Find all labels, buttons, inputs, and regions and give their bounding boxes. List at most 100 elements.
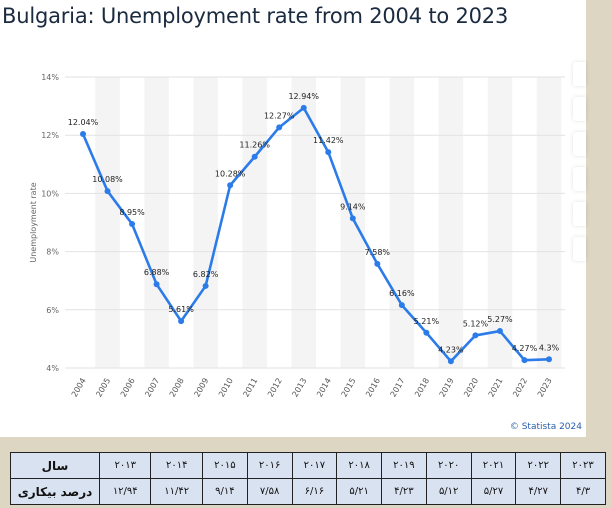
rate-cell: ۴/۲۳ [381,478,427,505]
column-band [193,77,218,368]
chart-card: Bulgaria: Unemployment rate from 2004 to… [0,0,586,437]
data-label: 4.3% [539,343,560,352]
side-tool-button[interactable] [573,62,586,86]
data-label: 10.28% [215,169,246,178]
y-tick-label: 10% [41,189,59,198]
table-row-rates: درصد بیکاری ۱۲/۹۴ ۱۱/۴۲ ۹/۱۴ ۷/۵۸ ۶/۱۶ ۵/۲۱ ۴/۲… [10,478,606,505]
data-label: 11.26% [239,141,270,150]
x-tick-label: 2006 [119,377,137,399]
data-point [202,282,209,289]
x-tick-label: 2012 [266,377,284,399]
y-tick-label: 4% [46,364,59,373]
x-tick-label: 2023 [536,377,554,399]
data-point [104,188,111,195]
year-cell: ۲۰۱۷ [291,452,338,479]
y-tick-label: 8% [46,248,59,257]
x-tick-label: 2022 [511,377,529,399]
rate-cell: ۵/۱۲ [425,478,472,505]
column-band [291,77,316,368]
statista-credit-link[interactable]: © Statista 2024 [509,422,582,432]
year-cell: ۲۰۱۸ [336,452,383,479]
row-label-rate: درصد بیکاری [10,478,100,505]
y-tick-label: 6% [46,306,59,315]
data-label: 6.82% [193,270,219,279]
y-axis-label: Unemployment rate [29,182,38,262]
x-tick-label: 2004 [70,377,88,399]
year-cell: ۲۰۱۹ [381,452,427,479]
side-tool-button[interactable] [573,202,586,226]
column-band [95,77,120,368]
data-label: 5.21% [414,317,440,326]
data-label: 9.14% [340,202,366,211]
x-tick-label: 2016 [364,377,382,399]
data-label: 12.94% [288,92,319,101]
data-point [178,318,185,325]
x-tick-label: 2017 [389,377,407,399]
data-point [325,149,332,156]
rate-cell: ۴/۳ [560,478,606,505]
table-row-years: سال ۲۰۱۳ ۲۰۱۴ ۲۰۱۵ ۲۰۱۶ ۲۰۱۷ ۲۰۱۸ ۲۰۱۹ ۲۰۲۰ ۲۰۲۱ ۲… [10,452,606,479]
x-tick-label: 2013 [290,377,308,399]
data-label: 11.42% [313,136,344,145]
series-line [81,106,550,363]
column-band [389,77,415,368]
x-tick-label: 2011 [241,377,259,399]
data-point [398,302,405,309]
x-tick-label: 2018 [413,377,431,399]
rate-cell: ۹/۱۴ [201,478,248,505]
year-cell: ۲۰۱۳ [98,452,152,479]
data-label: 6.88% [144,268,170,277]
column-band [340,77,366,368]
data-point [349,215,356,222]
x-tick-label: 2007 [143,377,161,399]
data-point [423,329,430,336]
row-label-year: سال [10,452,100,479]
unemployment-table: سال ۲۰۱۳ ۲۰۱۴ ۲۰۱۵ ۲۰۱۶ ۲۰۱۷ ۲۰۱۸ ۲۰۱۹ ۲۰۲۰ ۲۰۲۱ ۲… [10,452,606,505]
x-tick-label: 2014 [315,377,333,399]
data-label: 4.27% [512,344,538,353]
rate-cell: ۶/۱۶ [291,478,338,505]
data-label: 5.61% [168,305,194,314]
x-tick-label: 2005 [94,377,112,399]
data-label: 12.04% [68,118,99,127]
x-tick-label: 2015 [340,377,358,399]
line-chart: 4% 6% 8% 10% 12% 14% Unemployment rate 12.04% 20… [29,73,565,399]
y-tick-label: 14% [41,73,59,82]
rate-cell: ۵/۲۷ [470,478,517,505]
data-point [521,357,528,364]
data-label: 6.16% [389,289,415,298]
data-label: 7.58% [365,248,391,257]
data-point [227,182,234,189]
rate-cell: ۱۱/۴۲ [150,478,203,505]
year-cell: ۲۰۲۳ [560,452,606,479]
data-point [447,358,454,365]
column-band [536,77,562,368]
x-tick-label: 2008 [168,377,186,399]
column-band [242,77,267,368]
year-cell: ۲۰۱۴ [150,452,203,479]
year-cell: ۲۰۲۱ [470,452,517,479]
rate-cell: ۱۲/۹۴ [98,478,152,505]
data-label: 4.23% [438,345,464,354]
column-band [487,77,513,368]
year-cell: ۲۰۱۶ [246,452,293,479]
data-point [374,260,381,267]
year-cell: ۲۰۲۲ [515,452,562,479]
x-tick-label: 2021 [487,377,505,399]
data-point [153,281,160,288]
data-point [80,131,86,138]
side-tool-button[interactable] [573,132,586,156]
data-label: 5.12% [463,319,489,328]
data-point [496,328,503,335]
side-tool-button[interactable] [573,237,586,261]
column-band [438,77,464,368]
data-point [472,332,479,339]
column-band [144,77,169,368]
x-tick-label: 2020 [462,377,480,399]
x-tick-label: 2019 [438,377,456,399]
side-tool-button[interactable] [573,167,586,191]
rate-cell: ۷/۵۸ [246,478,293,505]
year-cell: ۲۰۱۵ [201,452,248,479]
side-tool-button[interactable] [573,97,586,121]
rate-cell: ۴/۲۷ [515,478,562,505]
